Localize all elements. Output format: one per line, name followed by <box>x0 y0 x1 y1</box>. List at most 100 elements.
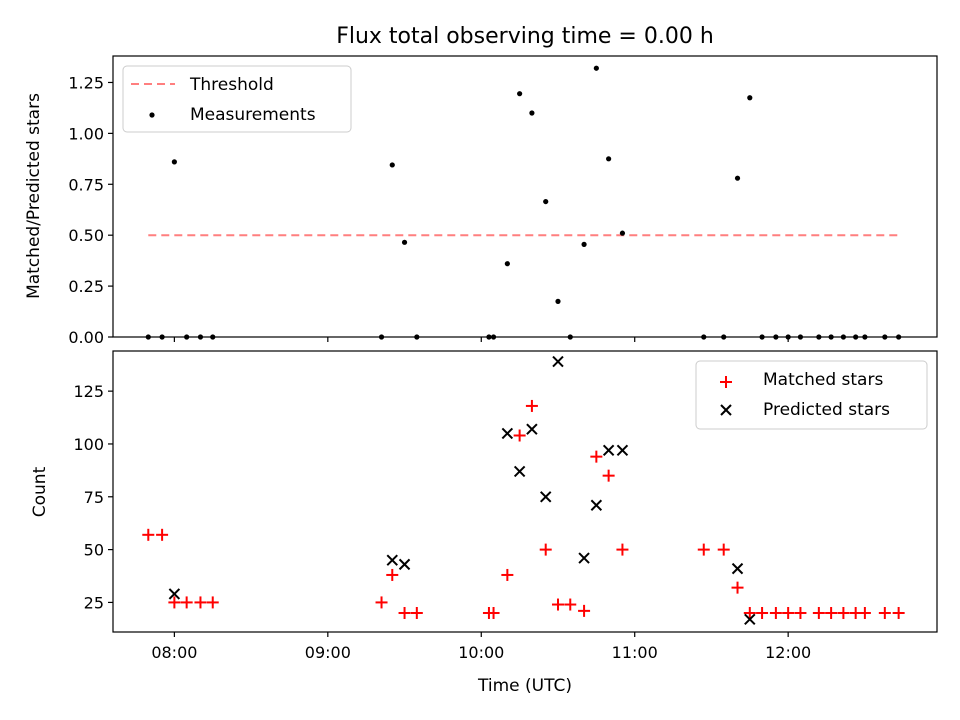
predicted-legend-swatch <box>720 404 732 416</box>
matched-star-point <box>812 606 825 619</box>
matched-star-point <box>602 469 615 482</box>
top-y-tick-label: 1.25 <box>68 73 104 92</box>
count-points <box>142 355 905 626</box>
predicted-star-point <box>168 588 181 600</box>
measurements-legend-label: Measurements <box>190 105 316 125</box>
top-axes-frame <box>112 55 938 338</box>
matched-star-point <box>398 606 411 619</box>
matched-star-point <box>180 596 193 609</box>
matched-star-point <box>858 606 871 619</box>
matched-star-point <box>825 606 838 619</box>
predicted-star-point <box>590 499 603 511</box>
bottom-legend-box <box>695 360 928 430</box>
matched-star-point <box>487 606 500 619</box>
matched-star-point <box>564 598 577 611</box>
bottom-y-tick-label: 75 <box>84 488 104 507</box>
measurement-point <box>747 95 753 101</box>
matched-star-point <box>743 606 756 619</box>
matched-star-point <box>717 543 730 556</box>
bottom-panel: 25 50 75 100 125 08:00 09:00 10:00 11:00 12:00 C… <box>30 350 938 696</box>
predicted-star-point <box>513 465 526 478</box>
top-x-ticks <box>173 337 789 342</box>
matched-star-point <box>156 528 169 541</box>
measurement-point <box>517 91 523 97</box>
bottom-y-tick-label: 50 <box>84 541 104 560</box>
matched-star-point <box>782 606 795 619</box>
matched-star-point <box>616 543 629 556</box>
predicted-star-point <box>602 444 615 457</box>
predicted-star-point <box>744 613 756 626</box>
bottom-y-tick-label: 125 <box>73 382 104 401</box>
measurement-point <box>581 241 587 247</box>
bottom-legend: Matched stars Predicted stars <box>695 360 928 430</box>
top-panel: 0.00 0.25 0.50 0.75 1.00 1.25 Matched/Predict… <box>24 55 938 347</box>
matched-star-point <box>892 606 905 619</box>
predicted-star-point <box>526 423 538 435</box>
matched-star-point <box>539 543 552 556</box>
measurement-point <box>504 261 510 267</box>
matched-star-point <box>386 568 399 581</box>
bottom-y-ticks: 25 50 75 100 125 <box>73 382 113 612</box>
measurement-point <box>401 239 408 245</box>
top-legend-box <box>122 65 352 133</box>
measurement-point <box>606 156 612 162</box>
x-tick-label: 10:00 <box>458 643 504 662</box>
matched-star-point <box>410 606 423 619</box>
bottom-axes-frame <box>112 350 938 633</box>
matched-star-point <box>513 429 526 442</box>
matched-star-point <box>769 606 782 619</box>
predicted-star-point <box>552 355 564 368</box>
matched-star-point <box>142 528 155 541</box>
bottom-y-tick-label: 100 <box>73 435 104 454</box>
predicted-star-point <box>398 558 411 571</box>
predicted-legend-label: Predicted stars <box>763 400 890 420</box>
matched-star-point <box>525 399 538 412</box>
matched-star-point <box>375 596 388 609</box>
measurement-point <box>734 175 741 181</box>
predicted-star-point <box>386 554 398 566</box>
matched-star-point <box>206 596 219 609</box>
matched-star-point <box>551 598 564 611</box>
matched-star-point <box>697 543 710 556</box>
x-axis-label: Time (UTC) <box>477 676 572 696</box>
measurements-legend-swatch <box>149 112 155 118</box>
predicted-star-point <box>578 552 590 564</box>
bottom-y-tick-label: 25 <box>84 593 104 612</box>
matched-star-point <box>501 568 514 581</box>
matched-star-point <box>194 596 207 609</box>
top-y-tick-label: 0.50 <box>68 226 104 245</box>
measurement-point <box>543 198 549 205</box>
predicted-star-point <box>731 562 744 575</box>
predicted-star-point <box>501 427 514 440</box>
matched-legend-label: Matched stars <box>763 370 883 390</box>
threshold-legend-label: Threshold <box>189 75 274 95</box>
matched-star-point <box>590 450 603 463</box>
matched-star-point <box>837 606 850 619</box>
matched-star-point <box>878 606 891 619</box>
measurement-point <box>593 65 599 71</box>
x-tick-label: 12:00 <box>765 643 811 662</box>
matched-legend-swatch <box>720 376 732 388</box>
matched-star-point <box>731 581 744 594</box>
x-tick-label: 09:00 <box>305 643 351 662</box>
top-y-tick-label: 0.25 <box>68 277 104 296</box>
top-y-tick-label: 0.00 <box>68 328 104 347</box>
predicted-star-point <box>540 491 552 503</box>
matched-star-point <box>756 606 769 619</box>
measurement-point <box>619 230 626 236</box>
top-y-ticks: 0.00 0.25 0.50 0.75 1.00 1.25 <box>68 73 113 347</box>
top-y-axis-label: Matched/Predicted stars <box>24 93 44 299</box>
bottom-y-axis-label: Count <box>30 466 50 517</box>
measurement-point <box>555 298 561 304</box>
measurement-point <box>389 162 395 168</box>
x-tick-label: 11:00 <box>612 643 658 662</box>
top-y-tick-label: 1.00 <box>68 124 104 143</box>
predicted-star-point <box>616 444 629 457</box>
bottom-x-ticks: 08:00 09:00 10:00 11:00 12:00 <box>151 632 811 662</box>
top-legend: Threshold Measurements <box>122 65 352 133</box>
top-y-tick-label: 0.75 <box>68 175 104 194</box>
matched-star-point <box>794 606 807 619</box>
x-tick-label: 08:00 <box>151 643 197 662</box>
measurement-point <box>171 159 177 165</box>
